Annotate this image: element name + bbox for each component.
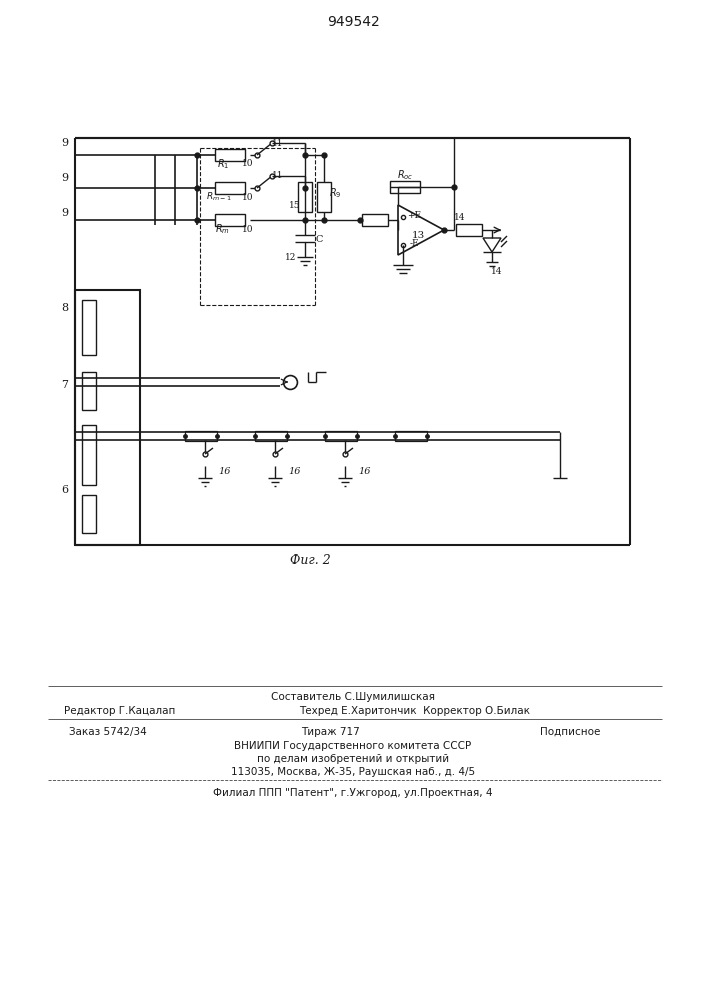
Text: 16: 16 xyxy=(358,468,371,477)
Text: 12: 12 xyxy=(286,253,297,262)
Text: 949542: 949542 xyxy=(327,15,380,29)
Text: Фиг. 2: Фиг. 2 xyxy=(290,554,330,566)
Bar xyxy=(325,431,357,441)
Bar xyxy=(255,431,287,441)
Text: 7: 7 xyxy=(62,380,69,390)
Text: Редактор Г.Кацалап: Редактор Г.Кацалап xyxy=(64,706,175,716)
Bar xyxy=(395,431,427,441)
Bar xyxy=(185,431,217,441)
Text: 10: 10 xyxy=(243,159,254,168)
Bar xyxy=(82,300,96,355)
Text: 9: 9 xyxy=(62,208,69,218)
Text: 14: 14 xyxy=(491,267,503,276)
Text: $R_{oc}$: $R_{oc}$ xyxy=(397,168,414,182)
Text: Филиал ППП "Патент", г.Ужгород, ул.Проектная, 4: Филиал ППП "Патент", г.Ужгород, ул.Проек… xyxy=(214,788,493,798)
Text: 15: 15 xyxy=(289,202,300,211)
Text: по делам изобретений и открытий: по делам изобретений и открытий xyxy=(257,754,449,764)
Text: 113035, Москва, Ж-35, Раушская наб., д. 4/5: 113035, Москва, Ж-35, Раушская наб., д. … xyxy=(231,767,475,777)
Text: 16: 16 xyxy=(218,468,231,477)
Bar xyxy=(390,181,420,193)
Text: 11: 11 xyxy=(272,172,284,180)
Text: 9: 9 xyxy=(62,138,69,148)
Text: $R_{m-1}$: $R_{m-1}$ xyxy=(206,191,232,203)
Text: 8: 8 xyxy=(62,303,69,313)
Bar xyxy=(82,372,96,410)
Text: 6: 6 xyxy=(62,485,69,495)
Bar xyxy=(215,214,245,226)
Bar xyxy=(215,182,245,194)
Text: Заказ 5742/34: Заказ 5742/34 xyxy=(69,727,147,737)
Text: Тираж 717: Тираж 717 xyxy=(300,727,359,737)
Text: +E: +E xyxy=(407,211,421,220)
Text: $R_1$: $R_1$ xyxy=(217,157,229,171)
Text: $R_m$: $R_m$ xyxy=(214,222,230,236)
Text: 10: 10 xyxy=(243,225,254,233)
Bar xyxy=(456,224,482,236)
Text: 10: 10 xyxy=(243,192,254,202)
Text: Подписное: Подписное xyxy=(540,727,600,737)
Text: 9: 9 xyxy=(62,173,69,183)
Bar xyxy=(317,182,331,212)
Bar xyxy=(215,149,245,161)
Text: 14: 14 xyxy=(455,214,466,223)
Text: Техред Е.Харитончик  Корректор О.Билак: Техред Е.Харитончик Корректор О.Билак xyxy=(300,706,530,716)
Bar xyxy=(82,495,96,533)
Bar xyxy=(362,214,388,226)
Text: 13: 13 xyxy=(411,231,425,239)
Bar xyxy=(82,425,96,485)
Text: ВНИИПИ Государственного комитета СССР: ВНИИПИ Государственного комитета СССР xyxy=(235,741,472,751)
Text: C: C xyxy=(315,235,322,244)
Bar xyxy=(298,182,312,212)
Text: -E: -E xyxy=(409,238,419,247)
Text: Составитель С.Шумилишская: Составитель С.Шумилишская xyxy=(271,692,435,702)
Text: $R_9$: $R_9$ xyxy=(329,186,341,200)
Text: 16: 16 xyxy=(288,468,301,477)
Text: 11: 11 xyxy=(272,138,284,147)
Bar xyxy=(75,290,140,545)
